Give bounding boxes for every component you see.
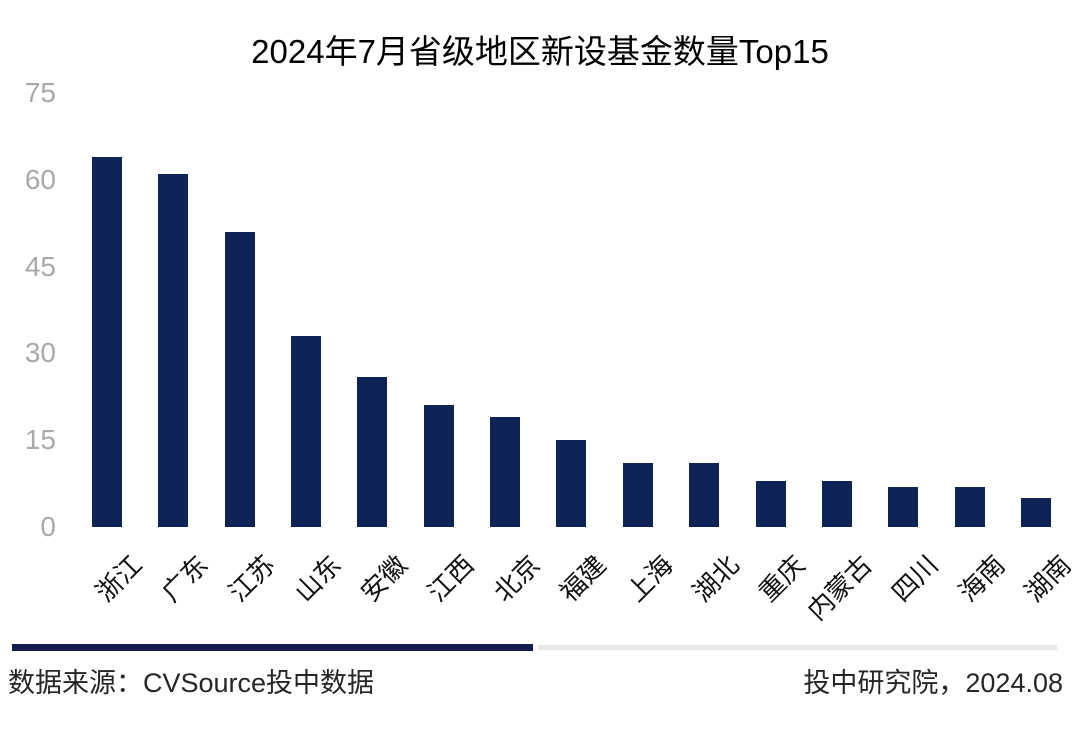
y-axis-tick-label: 15 xyxy=(24,424,56,456)
x-axis-category-label: 内蒙古 xyxy=(801,549,878,626)
bar xyxy=(92,156,122,527)
bar xyxy=(357,376,388,527)
bar xyxy=(1020,498,1051,527)
bar xyxy=(423,405,454,527)
chart-title: 2024年7月省级地区新设基金数量Top15 xyxy=(251,33,829,70)
x-axis-category-label: 山东 xyxy=(288,549,347,608)
x-axis-category-label: 江苏 xyxy=(222,549,281,608)
bar xyxy=(490,417,521,527)
x-axis-category-label: 广东 xyxy=(156,549,215,608)
x-axis-category-label: 福建 xyxy=(554,549,613,608)
footer-divider-dark-segment xyxy=(12,644,533,651)
publisher-credit-text: 投中研究院，2024.08 xyxy=(803,668,1063,698)
x-axis-category-label: 湖北 xyxy=(686,549,745,608)
bar xyxy=(954,486,985,527)
bar xyxy=(224,231,255,527)
x-axis-category-label: 四川 xyxy=(885,549,944,608)
x-axis-category-label: 上海 xyxy=(620,549,679,608)
bar xyxy=(291,336,322,527)
bar xyxy=(689,463,720,527)
bar xyxy=(556,440,587,527)
y-axis-tick-label: 30 xyxy=(24,337,56,369)
bar xyxy=(622,463,653,527)
y-axis-tick-label: 45 xyxy=(24,250,56,282)
y-axis-tick-label: 75 xyxy=(24,77,56,108)
y-axis-tick-label: 60 xyxy=(24,163,56,195)
bar xyxy=(158,174,189,527)
bar xyxy=(821,480,852,527)
bar xyxy=(888,486,919,527)
footer-divider-light-segment xyxy=(538,645,1057,650)
y-axis-tick-label: 0 xyxy=(40,511,56,542)
x-axis-category-label: 北京 xyxy=(487,549,546,608)
data-source-text: 数据来源：CVSource投中数据 xyxy=(8,668,375,698)
bar xyxy=(755,480,786,527)
x-axis-category-label: 浙江 xyxy=(89,549,148,608)
x-axis-category-label: 海南 xyxy=(952,549,1011,608)
x-axis-category-label: 江西 xyxy=(421,549,480,608)
x-axis-category-label: 湖南 xyxy=(1018,549,1077,608)
x-axis-category-label: 安徽 xyxy=(355,549,414,608)
